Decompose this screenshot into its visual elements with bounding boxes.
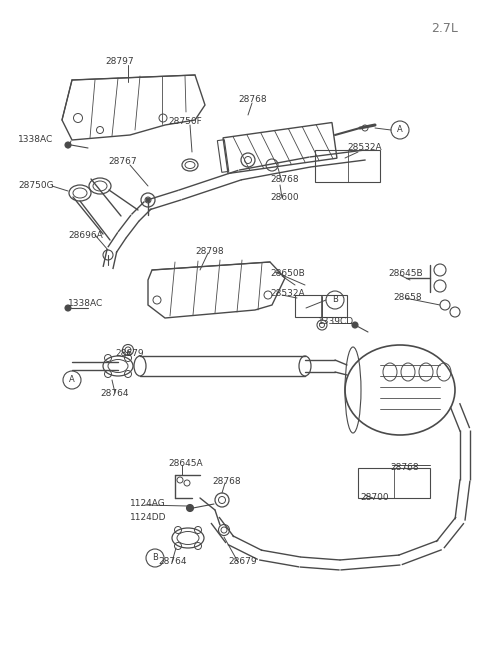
Bar [358, 468, 430, 498]
Text: 28750G: 28750G [18, 181, 54, 191]
Text: 28650B: 28650B [270, 269, 305, 278]
Text: 28679: 28679 [115, 350, 144, 358]
Text: 28700: 28700 [360, 493, 389, 502]
Text: 28645A: 28645A [168, 460, 203, 468]
Text: 28767: 28767 [108, 157, 137, 166]
Text: 1124AG: 1124AG [130, 500, 166, 508]
Text: 28798: 28798 [195, 248, 224, 257]
Text: 28532A: 28532A [270, 290, 305, 299]
Bar [315, 150, 380, 182]
Text: A: A [69, 375, 75, 384]
Circle shape [146, 198, 150, 202]
Text: 28764: 28764 [158, 557, 187, 567]
Text: 28696A: 28696A [68, 231, 103, 240]
Text: 28645B: 28645B [388, 269, 422, 278]
Circle shape [352, 322, 358, 328]
Circle shape [187, 504, 193, 512]
Text: 28797: 28797 [105, 58, 133, 67]
Bar [217, 140, 229, 172]
Text: 2.7L: 2.7L [432, 22, 458, 35]
Text: 28532A: 28532A [347, 143, 382, 153]
Text: B: B [332, 295, 338, 305]
Text: 28600: 28600 [270, 193, 299, 202]
Circle shape [65, 142, 71, 148]
Text: 1338AC: 1338AC [68, 299, 103, 309]
Text: 28768: 28768 [238, 96, 266, 105]
Text: 28768: 28768 [212, 477, 240, 487]
Text: A: A [397, 126, 403, 134]
Text: 28768: 28768 [270, 176, 299, 185]
Text: 1339CD: 1339CD [318, 318, 354, 326]
Text: 28764: 28764 [100, 390, 129, 398]
Bar [223, 122, 337, 174]
Text: 28658: 28658 [393, 293, 421, 301]
Bar [295, 295, 347, 317]
Circle shape [65, 305, 71, 311]
Text: 28768: 28768 [390, 462, 419, 472]
Text: 1338AC: 1338AC [18, 136, 53, 145]
Text: 28679: 28679 [228, 557, 257, 567]
Text: 28750F: 28750F [168, 117, 202, 126]
Text: B: B [152, 553, 158, 563]
Text: 1124DD: 1124DD [130, 514, 167, 523]
